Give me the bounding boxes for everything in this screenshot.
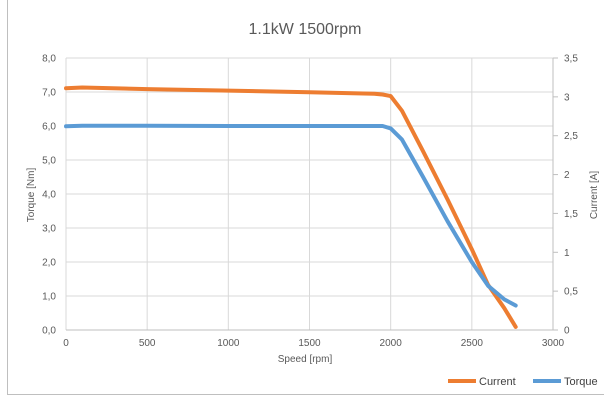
y2-tick-labels: 0 0,5 1 1,5 2 2,5 3 3,5 [564, 54, 578, 337]
series-lines [64, 85, 518, 329]
y-tick-label: 0,0 [42, 326, 56, 337]
y-tick-label: 5,0 [42, 156, 56, 167]
y2-tick-label: 3,5 [564, 54, 578, 65]
x-tick-label: 3000 [542, 338, 565, 349]
series-line-torque [64, 123, 518, 308]
chart-frame [7, 0, 604, 395]
x-tick-label: 2000 [380, 338, 403, 349]
x-tick-label: 0 [63, 338, 69, 349]
y2-tick-label: 1 [564, 248, 570, 259]
y2-tick-label: 0,5 [564, 287, 578, 298]
y2-tick-label: 1,5 [564, 209, 578, 220]
x-tick-label: 1000 [217, 338, 240, 349]
y-tick-label: 4,0 [42, 190, 56, 201]
gridlines [65, 57, 558, 331]
chart-title: 1.1kW 1500rpm [249, 21, 362, 38]
x-tick-label: 1500 [298, 338, 321, 349]
y2-tick-label: 3 [564, 92, 570, 103]
y-tick-label: 1,0 [42, 292, 56, 303]
series-line-current [64, 85, 518, 329]
y2-tick-label: 0 [564, 326, 570, 337]
legend: Current Torque [448, 376, 598, 388]
y-tick-labels: 0,0 1,0 2,0 3,0 4,0 5,0 6,0 7,0 8,0 [42, 54, 56, 337]
x-axis-title: Speed [rpm] [278, 354, 333, 365]
y-axis-title: Torque [Nm] [26, 168, 37, 223]
y-tick-label: 3,0 [42, 224, 56, 235]
y2-axis-title: Current [A] [589, 171, 600, 220]
y-tick-label: 2,0 [42, 258, 56, 269]
y-tick-label: 7,0 [42, 88, 56, 99]
y-tick-label: 6,0 [42, 122, 56, 133]
legend-label-current: Current [479, 376, 516, 388]
y2-tick-label: 2 [564, 170, 570, 181]
y-tick-label: 8,0 [42, 54, 56, 65]
legend-label-torque: Torque [564, 376, 598, 388]
y2-tick-label: 2,5 [564, 131, 578, 142]
x-tick-label: 500 [139, 338, 156, 349]
x-tick-labels: 0 500 1000 1500 2000 2500 3000 [63, 338, 564, 349]
x-tick-label: 2500 [461, 338, 484, 349]
